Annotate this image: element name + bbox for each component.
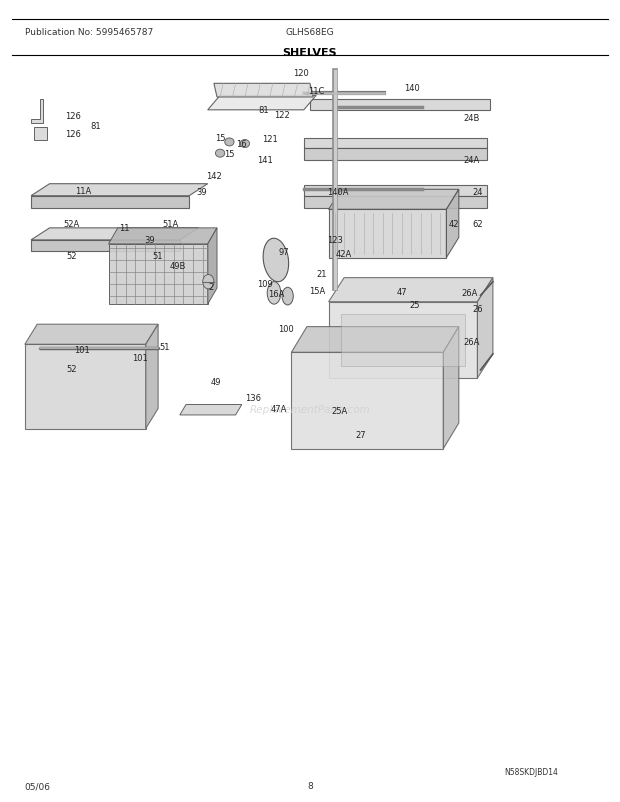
Text: 2: 2 bbox=[208, 282, 213, 292]
Text: N58SKDJBD14: N58SKDJBD14 bbox=[504, 767, 558, 776]
Text: 47: 47 bbox=[396, 287, 407, 297]
Polygon shape bbox=[304, 196, 487, 209]
Text: 05/06: 05/06 bbox=[25, 781, 51, 791]
Text: 126: 126 bbox=[65, 130, 81, 140]
Polygon shape bbox=[291, 327, 459, 353]
Polygon shape bbox=[329, 190, 459, 210]
Text: 122: 122 bbox=[274, 111, 290, 120]
Polygon shape bbox=[329, 278, 493, 302]
Text: 27: 27 bbox=[355, 430, 366, 439]
Polygon shape bbox=[108, 229, 217, 245]
Polygon shape bbox=[208, 229, 217, 305]
Text: 25A: 25A bbox=[332, 407, 348, 416]
Text: 49B: 49B bbox=[170, 261, 186, 271]
Text: 51: 51 bbox=[159, 342, 169, 352]
Text: 121: 121 bbox=[262, 135, 278, 144]
Ellipse shape bbox=[263, 239, 289, 282]
Polygon shape bbox=[31, 229, 198, 241]
Text: 81: 81 bbox=[91, 121, 102, 131]
Ellipse shape bbox=[267, 282, 281, 305]
Text: 100: 100 bbox=[278, 324, 294, 334]
Polygon shape bbox=[310, 100, 490, 111]
Text: 16: 16 bbox=[236, 140, 247, 149]
Text: 136: 136 bbox=[245, 393, 261, 403]
Ellipse shape bbox=[216, 150, 224, 158]
Text: 101: 101 bbox=[131, 353, 148, 363]
Polygon shape bbox=[31, 184, 208, 196]
Text: 81: 81 bbox=[258, 106, 269, 115]
Text: 49: 49 bbox=[211, 377, 221, 387]
Text: 42A: 42A bbox=[336, 249, 352, 259]
Text: 126: 126 bbox=[65, 111, 81, 121]
Text: 62: 62 bbox=[472, 220, 483, 229]
Text: 39: 39 bbox=[144, 236, 156, 245]
Text: 24B: 24B bbox=[463, 114, 479, 124]
Text: 120: 120 bbox=[293, 69, 309, 79]
Text: 39: 39 bbox=[196, 188, 207, 197]
Polygon shape bbox=[214, 84, 313, 98]
Text: 26: 26 bbox=[472, 304, 483, 314]
Polygon shape bbox=[31, 241, 180, 252]
Polygon shape bbox=[31, 196, 189, 209]
Text: 123: 123 bbox=[327, 236, 343, 245]
Text: 15A: 15A bbox=[309, 286, 326, 296]
Text: 52A: 52A bbox=[63, 220, 79, 229]
Polygon shape bbox=[304, 139, 487, 148]
Text: 140A: 140A bbox=[327, 188, 348, 197]
Text: 25: 25 bbox=[409, 300, 419, 310]
Polygon shape bbox=[25, 345, 146, 429]
Polygon shape bbox=[304, 148, 487, 160]
Polygon shape bbox=[291, 353, 443, 449]
Polygon shape bbox=[329, 302, 477, 379]
Polygon shape bbox=[25, 325, 158, 345]
Text: 15: 15 bbox=[224, 149, 234, 159]
Text: 97: 97 bbox=[278, 248, 290, 257]
Polygon shape bbox=[443, 327, 459, 449]
Polygon shape bbox=[208, 96, 316, 111]
Text: 26A: 26A bbox=[462, 288, 478, 298]
Text: 21: 21 bbox=[316, 269, 326, 279]
Text: 52: 52 bbox=[66, 252, 76, 261]
Text: 24A: 24A bbox=[463, 156, 479, 165]
Polygon shape bbox=[446, 190, 459, 258]
Text: 140: 140 bbox=[404, 83, 420, 93]
Text: 15: 15 bbox=[215, 134, 225, 144]
Text: ReplacementParts.com: ReplacementParts.com bbox=[250, 404, 370, 414]
Text: 16A: 16A bbox=[268, 290, 284, 299]
Ellipse shape bbox=[224, 139, 234, 147]
Text: 101: 101 bbox=[74, 345, 90, 354]
Ellipse shape bbox=[241, 140, 249, 148]
Text: 109: 109 bbox=[257, 279, 273, 289]
Polygon shape bbox=[341, 314, 465, 367]
Text: 42: 42 bbox=[449, 220, 459, 229]
Polygon shape bbox=[180, 405, 242, 415]
Text: 11A: 11A bbox=[76, 186, 92, 196]
Text: 51: 51 bbox=[153, 252, 163, 261]
Text: GLHS68EG: GLHS68EG bbox=[286, 27, 334, 37]
Text: 51A: 51A bbox=[162, 220, 179, 229]
Text: SHELVES: SHELVES bbox=[283, 48, 337, 58]
Text: Publication No: 5995465787: Publication No: 5995465787 bbox=[25, 27, 153, 37]
Polygon shape bbox=[477, 278, 493, 379]
Text: 52: 52 bbox=[66, 364, 76, 374]
Ellipse shape bbox=[282, 288, 293, 306]
Polygon shape bbox=[329, 210, 446, 258]
Text: 8: 8 bbox=[307, 781, 313, 791]
Text: 26A: 26A bbox=[463, 338, 479, 347]
Text: 142: 142 bbox=[206, 172, 222, 181]
Polygon shape bbox=[304, 186, 487, 196]
Polygon shape bbox=[31, 100, 43, 124]
Polygon shape bbox=[146, 325, 158, 429]
Text: 11: 11 bbox=[119, 224, 129, 233]
Ellipse shape bbox=[203, 275, 214, 290]
Text: 24: 24 bbox=[472, 188, 482, 197]
Polygon shape bbox=[34, 128, 46, 140]
Polygon shape bbox=[108, 245, 208, 305]
Text: 47A: 47A bbox=[271, 404, 287, 414]
Text: 11C: 11C bbox=[308, 87, 324, 96]
Text: 141: 141 bbox=[257, 156, 273, 165]
